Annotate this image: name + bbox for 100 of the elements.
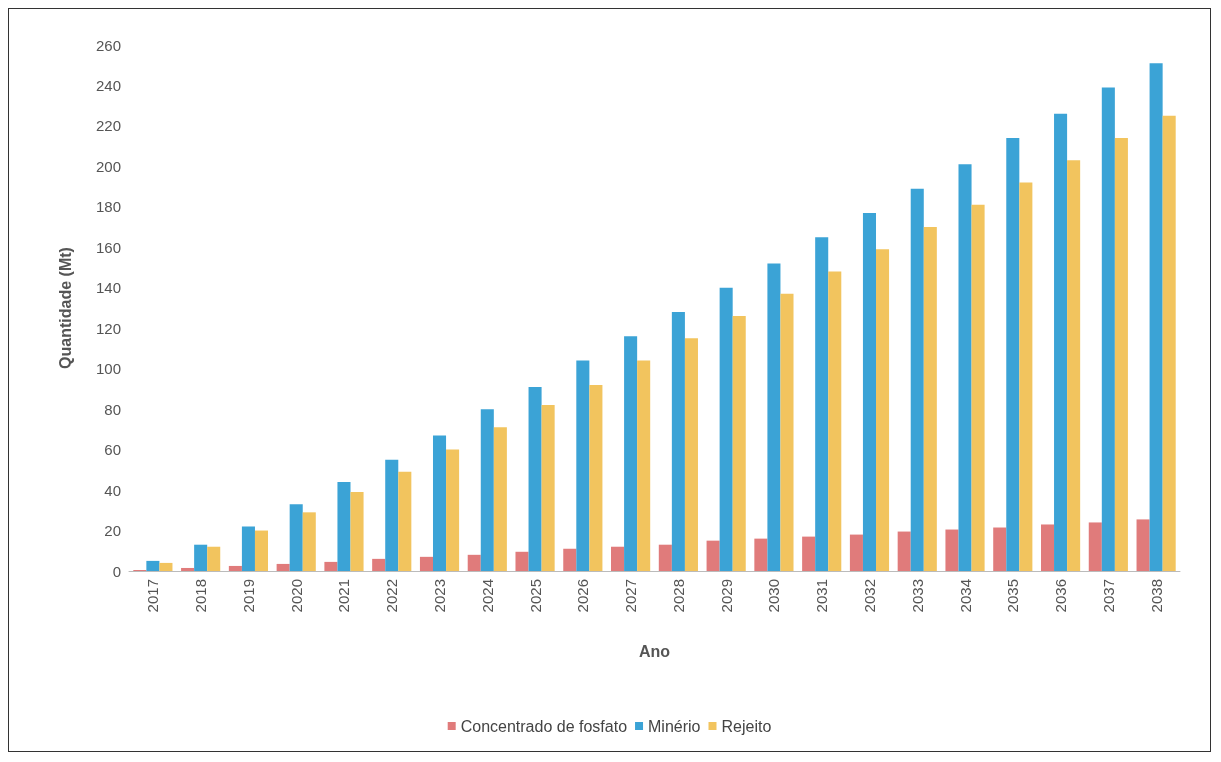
y-tick-label: 240 xyxy=(95,76,121,94)
x-tick-label: 2036 xyxy=(1052,579,1070,613)
bar xyxy=(563,548,577,571)
bar xyxy=(624,336,638,571)
x-tick-label: 2027 xyxy=(622,579,640,613)
bar xyxy=(1101,87,1115,571)
bar xyxy=(146,560,160,571)
x-tick-label: 2024 xyxy=(478,579,496,613)
bar xyxy=(241,526,255,571)
y-tick-label: 200 xyxy=(95,157,121,175)
x-tick-label: 2028 xyxy=(669,579,687,613)
bar xyxy=(828,271,842,571)
y-tick-label: 60 xyxy=(104,441,121,459)
x-tick-label: 2035 xyxy=(1004,579,1022,613)
bar xyxy=(289,504,303,571)
bar xyxy=(350,492,364,571)
x-tick-label: 2034 xyxy=(956,579,974,613)
bar xyxy=(1136,519,1150,571)
bar xyxy=(671,312,685,571)
y-axis-title: Quantidade (Mt) xyxy=(56,247,74,369)
bar xyxy=(181,567,195,571)
bar xyxy=(815,237,829,571)
bar xyxy=(515,551,529,571)
x-tick-label: 2033 xyxy=(908,579,926,613)
bar xyxy=(324,561,338,571)
x-tick-label: 2017 xyxy=(144,579,162,613)
bar xyxy=(876,249,890,571)
bar xyxy=(849,534,863,571)
bar xyxy=(637,360,651,571)
legend-label: Rejeito xyxy=(721,717,772,735)
bar xyxy=(194,544,208,571)
x-tick-label: 2022 xyxy=(383,579,401,613)
y-tick-label: 140 xyxy=(95,279,121,297)
bar xyxy=(958,164,972,571)
bar xyxy=(254,530,269,571)
bar xyxy=(897,531,911,571)
x-tick-label: 2020 xyxy=(287,579,305,613)
bar xyxy=(576,360,590,571)
bar xyxy=(398,471,412,571)
bar xyxy=(1054,113,1068,571)
x-tick-label: 2031 xyxy=(813,579,831,613)
bar xyxy=(971,204,985,571)
y-tick-label: 0 xyxy=(112,562,121,580)
bar xyxy=(862,212,877,571)
bar xyxy=(337,481,351,571)
bar xyxy=(276,563,290,571)
bar xyxy=(302,512,316,571)
legend-label: Minério xyxy=(648,717,701,735)
y-tick-label: 260 xyxy=(95,36,121,54)
bar xyxy=(706,540,720,571)
x-tick-label: 2021 xyxy=(335,579,353,613)
x-tick-label: 2030 xyxy=(765,579,783,613)
y-tick-label: 20 xyxy=(104,522,121,540)
x-tick-label: 2029 xyxy=(717,579,735,613)
bar xyxy=(910,188,924,571)
x-tick-label: 2019 xyxy=(239,579,257,613)
legend-label: Concentrado de fosfato xyxy=(460,717,628,735)
x-tick-label: 2018 xyxy=(192,579,210,613)
bar xyxy=(802,536,816,571)
y-tick-label: 100 xyxy=(95,360,121,378)
y-tick-label: 40 xyxy=(104,481,121,499)
y-tick-label: 180 xyxy=(95,198,121,216)
bar xyxy=(1114,138,1128,571)
x-tick-label: 2023 xyxy=(431,579,449,613)
x-tick-label: 2038 xyxy=(1147,579,1165,613)
y-tick-label: 220 xyxy=(95,117,121,135)
x-tick-label: 2025 xyxy=(526,579,544,613)
bar xyxy=(419,556,433,571)
x-tick-label: 2026 xyxy=(574,579,592,613)
bar xyxy=(1040,524,1055,571)
bar xyxy=(754,538,768,571)
bar xyxy=(684,338,698,571)
bar xyxy=(493,427,507,571)
bar xyxy=(658,544,672,571)
bar xyxy=(541,405,555,571)
bar xyxy=(732,316,746,571)
bar xyxy=(432,435,447,571)
bar xyxy=(1019,182,1033,571)
bar xyxy=(611,546,625,571)
bar xyxy=(923,227,937,571)
bar xyxy=(372,558,386,571)
x-tick-label: 2037 xyxy=(1099,579,1117,613)
y-tick-label: 120 xyxy=(95,319,121,337)
bar xyxy=(1067,160,1081,571)
bar xyxy=(589,384,603,571)
bar xyxy=(993,527,1007,571)
bar xyxy=(228,565,242,571)
y-tick-label: 160 xyxy=(95,238,121,256)
bar xyxy=(1088,522,1102,571)
bar xyxy=(1149,63,1163,571)
bar xyxy=(1162,115,1176,571)
bar xyxy=(945,529,959,571)
y-tick-label: 80 xyxy=(104,400,121,418)
x-axis-title: Ano xyxy=(638,642,671,660)
bar xyxy=(159,562,173,571)
bar xyxy=(528,386,542,571)
bar xyxy=(467,554,481,571)
x-tick-label: 2032 xyxy=(860,579,878,613)
bar xyxy=(207,546,221,571)
bar xyxy=(719,287,733,571)
